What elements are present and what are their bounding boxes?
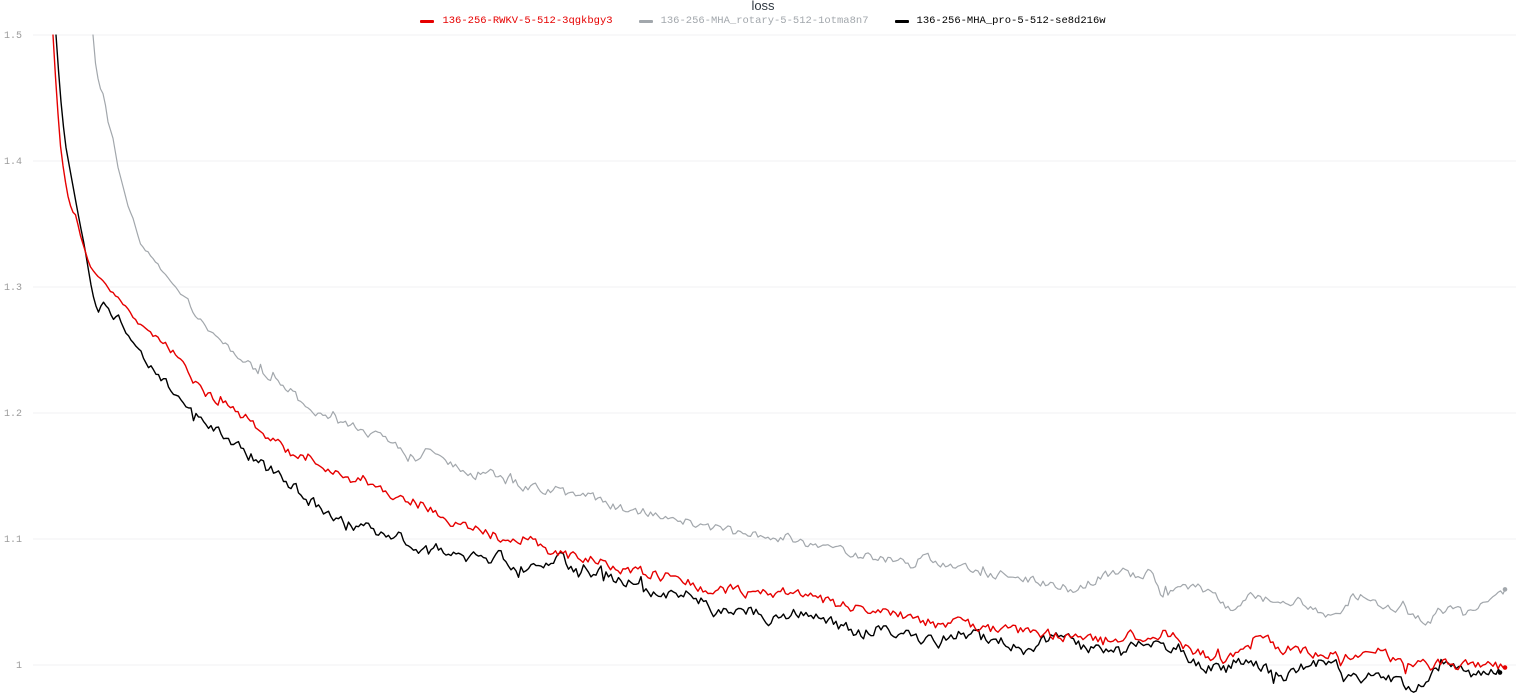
- chart-title: loss: [751, 0, 775, 13]
- legend-item-1[interactable]: 136-256-RWKV-5-512-3qgkbgy3: [420, 15, 613, 27]
- legend-label: 136-256-RWKV-5-512-3qgkbgy3: [442, 15, 613, 27]
- y-gridlines: [33, 34, 1516, 666]
- legend-dash-icon: [420, 19, 435, 23]
- chart-legend: 136-256-RWKV-5-512-3qgkbgy3 136-256-MHA_r…: [0, 13, 1526, 29]
- legend-item-2[interactable]: 136-256-MHA_rotary-5-512-1otma8n7: [638, 15, 869, 27]
- series-endpoint-136-256-RWKV-5-512-3qgkbgy3[interactable]: [1502, 665, 1508, 670]
- y-tick-label: 1.5: [4, 31, 22, 42]
- y-tick-label: 1.4: [4, 157, 22, 168]
- series-endpoint-136-256-MHA_pro-5-512-se8d216w[interactable]: [1497, 670, 1503, 675]
- series-line-136-256-MHA_pro-5-512-se8d216w[interactable]: [55, 34, 1501, 693]
- plot-area[interactable]: [52, 34, 1508, 693]
- y-tick-label: 1.2: [4, 409, 22, 420]
- y-axis: 1.5 1.4 1.3 1.2 1.1 1: [4, 31, 22, 672]
- series-line-136-256-RWKV-5-512-3qgkbgy3[interactable]: [52, 34, 1506, 675]
- series-endpoint-136-256-MHA_rotary-5-512-1otma8n7[interactable]: [1502, 587, 1508, 592]
- series-line-136-256-MHA_rotary-5-512-1otma8n7[interactable]: [92, 34, 1506, 626]
- legend-item-3[interactable]: 136-256-MHA_pro-5-512-se8d216w: [894, 15, 1106, 27]
- legend-dash-icon: [638, 19, 653, 23]
- legend-dash-icon: [894, 19, 909, 23]
- y-tick-label: 1.3: [4, 283, 22, 294]
- legend-label: 136-256-MHA_rotary-5-512-1otma8n7: [660, 15, 869, 27]
- legend-label: 136-256-MHA_pro-5-512-se8d216w: [916, 15, 1106, 27]
- y-tick-label: 1.1: [4, 535, 22, 546]
- y-tick-label: 1: [16, 661, 22, 672]
